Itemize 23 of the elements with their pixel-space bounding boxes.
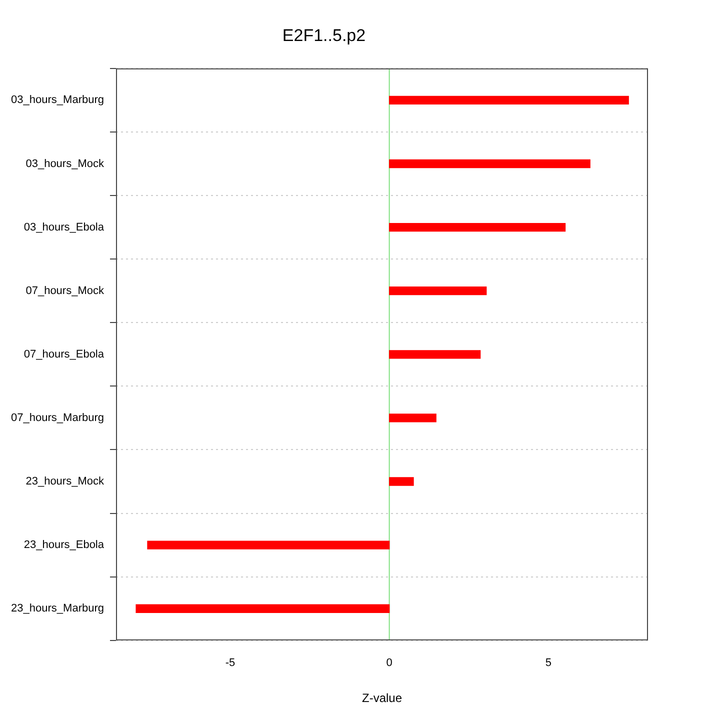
y-tick-label: 03_hours_Ebola: [24, 221, 105, 234]
bar: [147, 540, 390, 550]
y-tick-label: 23_hours_Ebola: [24, 539, 105, 552]
bar: [388, 159, 590, 168]
y-tick-label: 07_hours_Marburg: [11, 412, 104, 424]
y-tick-label: 03_hours_Mock: [26, 158, 104, 170]
y-tick-label: 07_hours_Mock: [26, 284, 104, 297]
x-tick-label: 5: [545, 657, 552, 670]
bar: [388, 222, 566, 232]
y-tick-label: 07_hours_Ebola: [24, 348, 105, 360]
x-tick-label: -5: [225, 657, 236, 670]
bar: [136, 604, 390, 613]
bar: [388, 477, 414, 486]
y-tick-label: 23_hours_Marburg: [11, 602, 104, 615]
bar: [388, 414, 436, 422]
bar: [388, 96, 629, 105]
chart-title: E2F1..5.p2: [282, 26, 366, 45]
y-tick-label: 23_hours_Mock: [26, 476, 104, 488]
x-tick-label: 0: [386, 657, 392, 670]
bar: [388, 350, 481, 359]
x-axis-title: Z-value: [362, 691, 402, 706]
y-tick-label: 03_hours_Marburg: [11, 94, 104, 106]
bar: [388, 286, 487, 296]
